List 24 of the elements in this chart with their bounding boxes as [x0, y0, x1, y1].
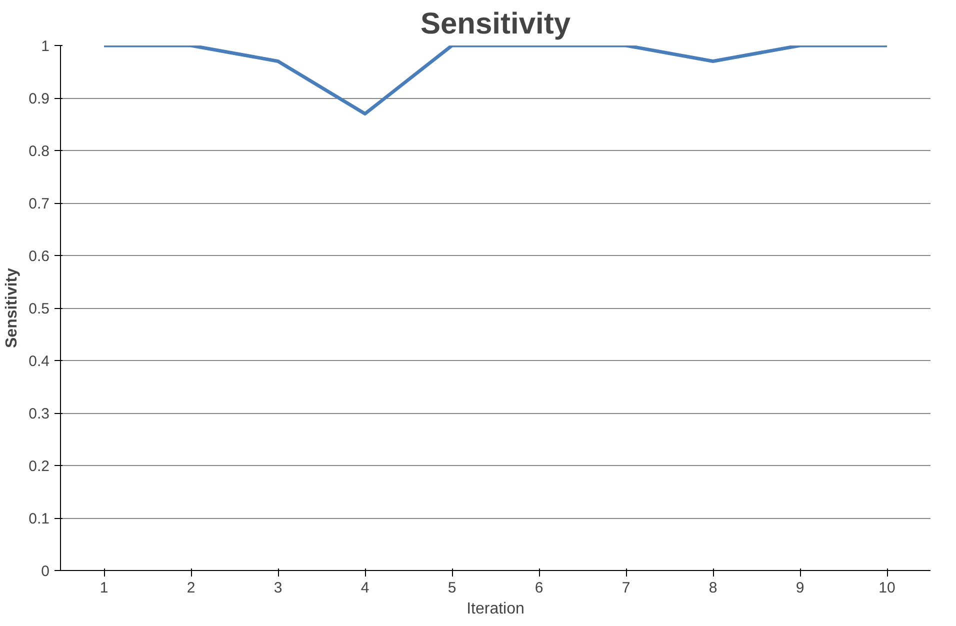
y-tick-label: 0.7	[28, 196, 50, 212]
x-tick-label: 3	[274, 580, 282, 596]
y-tick-label: 0	[41, 563, 50, 580]
x-axis-title: Iteration	[466, 600, 524, 618]
x-tick-label: 2	[186, 580, 196, 596]
x-tick-label: 4	[360, 580, 370, 596]
y-tick-label: 1	[41, 38, 50, 55]
y-tick-label: 0.1	[28, 510, 50, 528]
y-tick-label: 0.6	[28, 248, 50, 265]
y-tick-label: 0.9	[28, 90, 50, 108]
x-tick-label: 1	[100, 580, 108, 596]
x-tick-label: 10	[878, 580, 896, 596]
x-tick-label: 7	[622, 580, 630, 596]
y-tick-label: 0.5	[28, 300, 50, 318]
y-tick-label: 0.2	[28, 458, 50, 475]
x-tick-label: 9	[796, 580, 804, 596]
x-tick-label: 8	[708, 580, 718, 596]
y-tick-label: 0.4	[28, 353, 50, 370]
x-tick-label: 6	[534, 580, 544, 596]
y-axis-title: Sensitivity	[4, 268, 21, 348]
y-tick-label: 0.8	[28, 143, 50, 160]
x-tick-label: 5	[448, 580, 456, 596]
chart-title: Sensitivity	[420, 8, 571, 40]
y-tick-label: 0.3	[28, 406, 50, 422]
